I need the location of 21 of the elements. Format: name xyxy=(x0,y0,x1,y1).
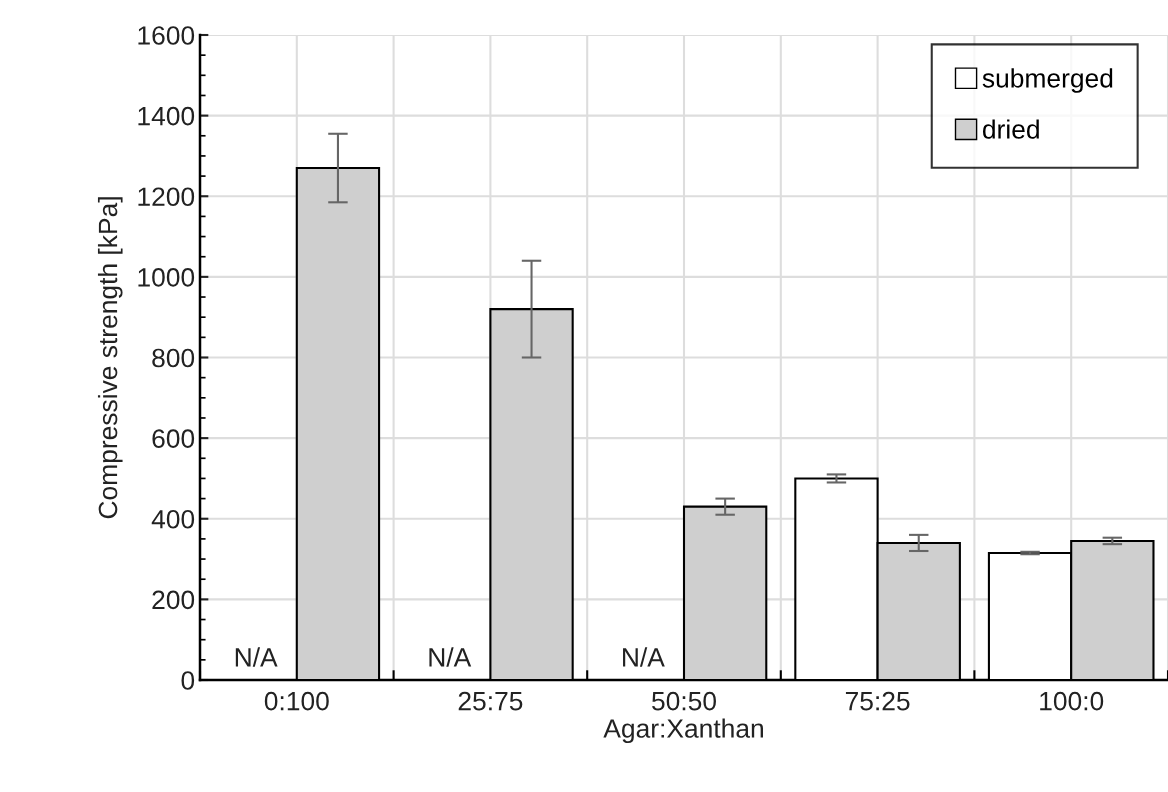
y-tick-label: 800 xyxy=(152,348,195,368)
y-tick-label: 1400 xyxy=(138,106,195,126)
y-tick-label: 1000 xyxy=(138,268,195,287)
y-tick-label: 600 xyxy=(152,429,195,448)
x-tick-label: 0:100 xyxy=(264,691,329,711)
x-tick-label: 100:0 xyxy=(1040,691,1104,711)
y-tick-label: 1200 xyxy=(138,187,195,207)
x-tick-label: 25:75 xyxy=(458,691,523,711)
y-tick-label: 200 xyxy=(152,590,195,610)
annotation: N/A xyxy=(429,647,472,667)
y-axis-title: Compressive strength [kPa] xyxy=(97,197,123,519)
legend-label: submerged xyxy=(982,68,1113,93)
y-tick-label: 0 xyxy=(181,671,195,690)
x-axis-title: Agar:Xanthan xyxy=(603,718,763,744)
annotation: N/A xyxy=(623,647,665,667)
x-tick-label: 50:50 xyxy=(652,691,716,711)
y-tick-label: 400 xyxy=(151,509,195,529)
legend-label: dried xyxy=(983,119,1039,139)
annotation: N/A xyxy=(235,647,278,667)
y-tick-label: 1600 xyxy=(138,26,195,45)
x-tick-label: 75:25 xyxy=(845,691,910,711)
